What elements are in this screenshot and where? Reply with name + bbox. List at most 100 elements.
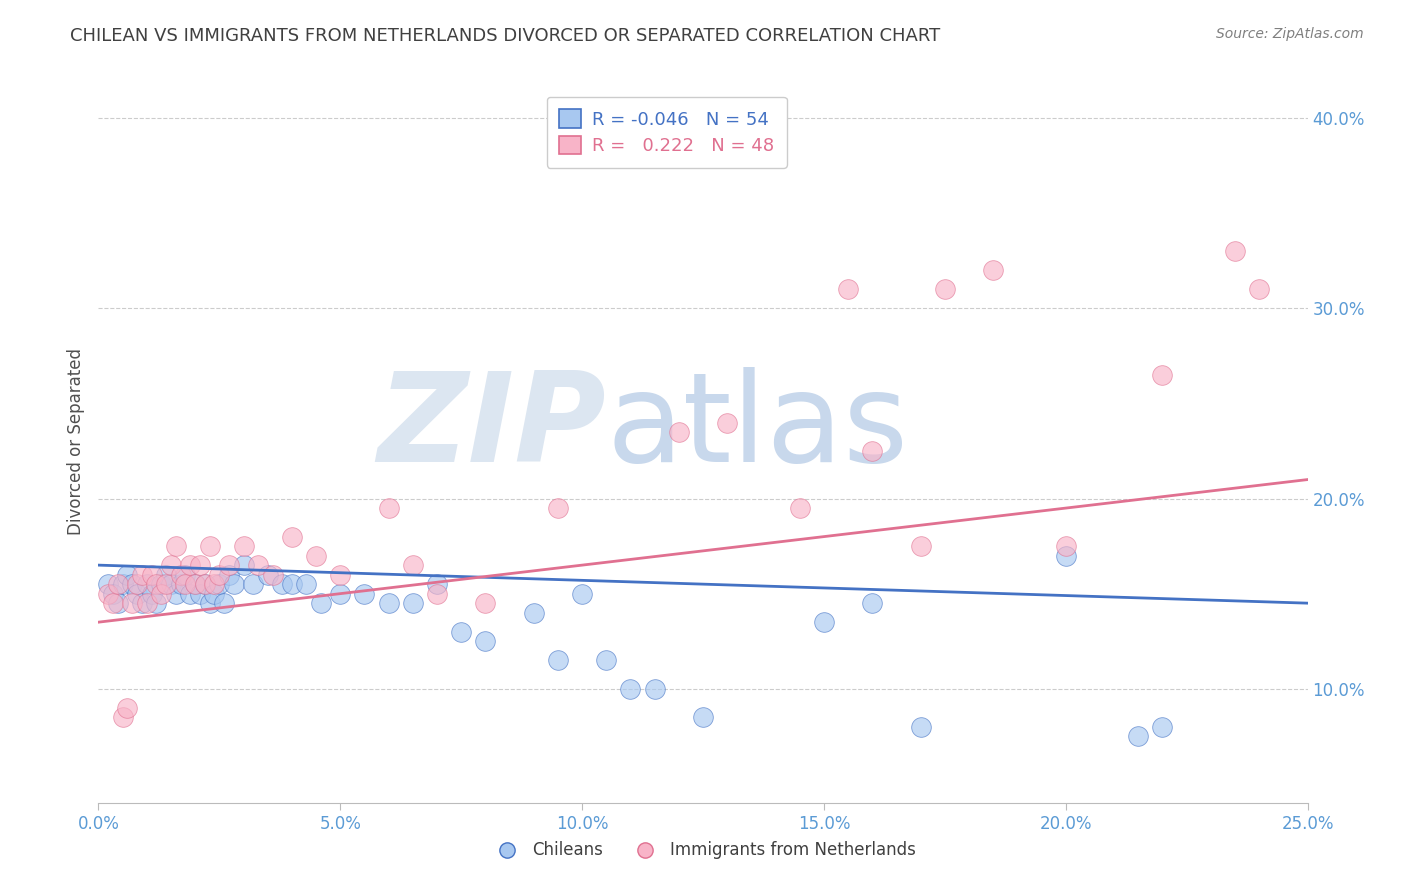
- Point: [295, 577, 318, 591]
- Point: [208, 577, 231, 591]
- Point: [329, 587, 352, 601]
- Point: [141, 567, 163, 582]
- Point: [232, 558, 254, 573]
- Point: [1152, 720, 1174, 734]
- Point: [131, 596, 153, 610]
- Y-axis label: Divorced or Separated: Divorced or Separated: [66, 348, 84, 535]
- Point: [194, 577, 217, 591]
- Point: [165, 539, 187, 553]
- Point: [426, 577, 449, 591]
- Text: atlas: atlas: [606, 367, 908, 488]
- Point: [402, 596, 425, 610]
- Point: [813, 615, 835, 630]
- Point: [212, 596, 235, 610]
- Point: [127, 577, 149, 591]
- Point: [232, 539, 254, 553]
- Point: [523, 606, 546, 620]
- Point: [402, 558, 425, 573]
- Point: [377, 501, 399, 516]
- Text: CHILEAN VS IMMIGRANTS FROM NETHERLANDS DIVORCED OR SEPARATED CORRELATION CHART: CHILEAN VS IMMIGRANTS FROM NETHERLANDS D…: [70, 27, 941, 45]
- Point: [1152, 368, 1174, 382]
- Point: [107, 596, 129, 610]
- Point: [194, 577, 217, 591]
- Point: [692, 710, 714, 724]
- Point: [101, 587, 124, 601]
- Point: [474, 634, 496, 648]
- Point: [860, 444, 883, 458]
- Point: [256, 567, 278, 582]
- Point: [204, 577, 226, 591]
- Point: [910, 539, 932, 553]
- Point: [242, 577, 264, 591]
- Point: [218, 558, 240, 573]
- Point: [127, 587, 149, 601]
- Point: [169, 567, 191, 582]
- Point: [426, 587, 449, 601]
- Text: Source: ZipAtlas.com: Source: ZipAtlas.com: [1216, 27, 1364, 41]
- Point: [247, 558, 270, 573]
- Point: [111, 710, 134, 724]
- Point: [547, 653, 569, 667]
- Point: [1249, 282, 1271, 296]
- Point: [135, 596, 157, 610]
- Point: [188, 587, 211, 601]
- Point: [155, 567, 177, 582]
- Point: [150, 577, 173, 591]
- Point: [281, 577, 304, 591]
- Point: [121, 596, 143, 610]
- Point: [271, 577, 294, 591]
- Point: [208, 567, 231, 582]
- Point: [155, 577, 177, 591]
- Point: [1128, 729, 1150, 743]
- Point: [174, 567, 197, 582]
- Point: [218, 567, 240, 582]
- Point: [619, 681, 641, 696]
- Point: [160, 577, 183, 591]
- Legend: Chileans, Immigrants from Netherlands: Chileans, Immigrants from Netherlands: [491, 841, 915, 860]
- Point: [789, 501, 811, 516]
- Point: [1054, 539, 1077, 553]
- Point: [329, 567, 352, 582]
- Point: [165, 587, 187, 601]
- Point: [141, 587, 163, 601]
- Text: ZIP: ZIP: [378, 367, 606, 488]
- Point: [145, 577, 167, 591]
- Point: [204, 587, 226, 601]
- Point: [135, 577, 157, 591]
- Point: [571, 587, 593, 601]
- Point: [716, 416, 738, 430]
- Point: [309, 596, 332, 610]
- Point: [198, 596, 221, 610]
- Point: [131, 567, 153, 582]
- Point: [547, 501, 569, 516]
- Point: [474, 596, 496, 610]
- Point: [860, 596, 883, 610]
- Point: [121, 577, 143, 591]
- Point: [184, 577, 207, 591]
- Point: [377, 596, 399, 610]
- Point: [97, 587, 120, 601]
- Point: [262, 567, 284, 582]
- Point: [644, 681, 666, 696]
- Point: [222, 577, 245, 591]
- Point: [174, 577, 197, 591]
- Point: [188, 558, 211, 573]
- Point: [160, 558, 183, 573]
- Point: [179, 558, 201, 573]
- Point: [595, 653, 617, 667]
- Point: [981, 263, 1004, 277]
- Point: [281, 530, 304, 544]
- Point: [305, 549, 328, 563]
- Point: [111, 577, 134, 591]
- Point: [107, 577, 129, 591]
- Point: [934, 282, 956, 296]
- Point: [97, 577, 120, 591]
- Point: [910, 720, 932, 734]
- Point: [150, 587, 173, 601]
- Point: [1223, 244, 1246, 259]
- Point: [353, 587, 375, 601]
- Point: [169, 577, 191, 591]
- Point: [1054, 549, 1077, 563]
- Point: [668, 425, 690, 439]
- Point: [117, 567, 139, 582]
